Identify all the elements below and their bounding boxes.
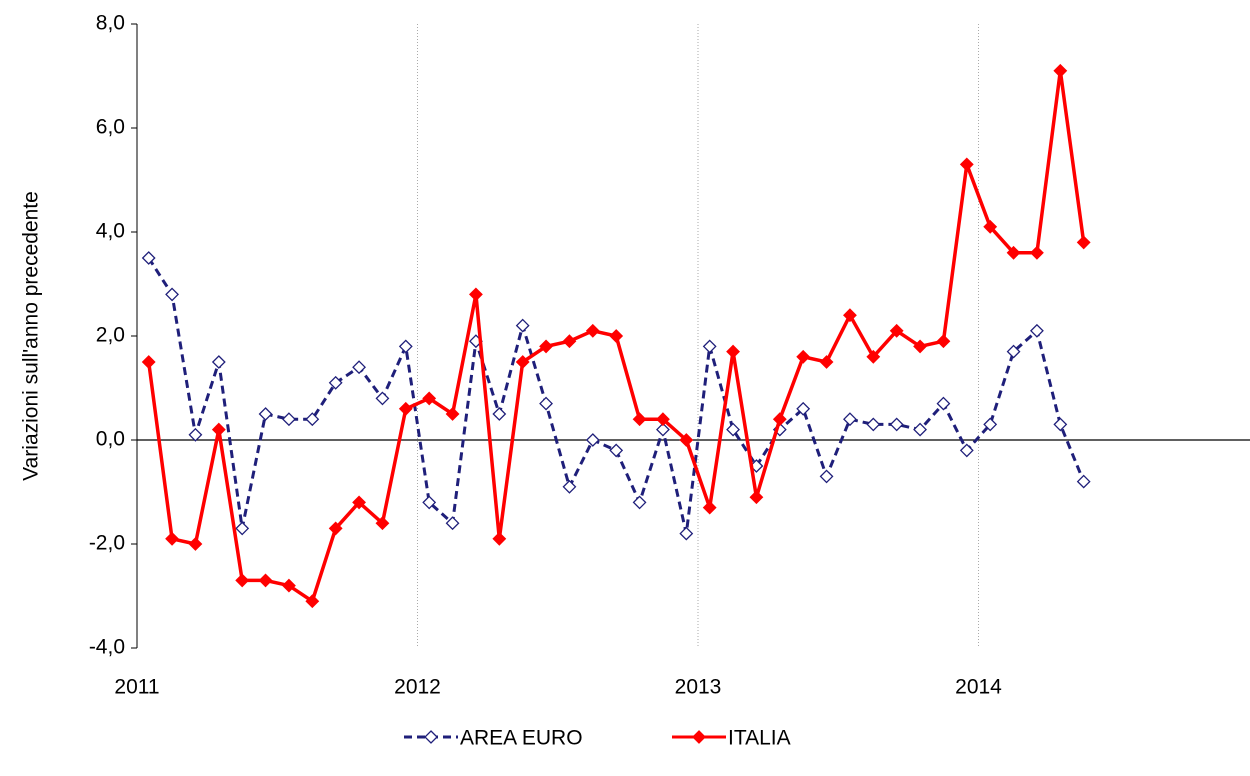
point — [656, 422, 670, 437]
x-tick-label: 2014 — [955, 676, 1002, 699]
point — [282, 578, 296, 593]
y-tick-label: 0,0 — [96, 428, 125, 451]
point — [1076, 235, 1091, 250]
point — [492, 407, 507, 421]
x-tick-label: 2013 — [675, 676, 722, 699]
point — [1006, 245, 1021, 260]
point — [165, 531, 179, 546]
point — [983, 219, 998, 234]
point — [398, 401, 413, 416]
point — [492, 531, 507, 546]
point — [469, 287, 483, 302]
y-tick-label: 8,0 — [96, 12, 125, 35]
point — [866, 349, 881, 364]
point — [141, 355, 156, 369]
point — [375, 516, 390, 531]
point — [445, 407, 460, 421]
point — [235, 521, 250, 536]
point — [539, 396, 553, 411]
point — [609, 329, 624, 343]
point — [1030, 245, 1044, 260]
point — [258, 407, 273, 421]
point — [235, 573, 250, 588]
point — [375, 391, 390, 406]
point — [889, 323, 904, 338]
point — [562, 334, 577, 349]
point — [141, 251, 156, 265]
point — [702, 500, 717, 515]
point — [515, 355, 530, 369]
point — [539, 339, 553, 354]
point — [305, 594, 320, 609]
point — [656, 412, 670, 427]
point — [258, 573, 273, 588]
point — [211, 422, 226, 437]
point — [843, 412, 857, 427]
legend-label: ITALIA — [728, 727, 791, 750]
point — [352, 360, 366, 375]
point — [632, 495, 647, 510]
point — [843, 308, 857, 323]
point — [936, 334, 951, 349]
point — [328, 521, 343, 536]
legend-marker — [424, 730, 438, 744]
point — [445, 516, 460, 531]
point — [422, 391, 437, 406]
point — [422, 495, 437, 510]
point — [913, 339, 927, 354]
point — [726, 344, 740, 359]
point — [632, 412, 647, 427]
point — [282, 412, 296, 427]
y-tick-label: -4,0 — [89, 636, 125, 659]
y-tick-label: -2,0 — [89, 532, 125, 555]
y-tick-label: 6,0 — [96, 116, 125, 139]
y-axis-label: Variazioni sull'anno precedente — [20, 191, 43, 481]
point — [772, 412, 787, 427]
x-tick-label: 2011 — [114, 676, 159, 699]
point — [959, 157, 974, 172]
point — [585, 323, 600, 338]
point — [328, 375, 343, 390]
point — [1053, 63, 1068, 78]
point — [1006, 344, 1021, 359]
point — [562, 479, 577, 494]
point — [936, 396, 951, 411]
point — [796, 349, 811, 364]
point — [188, 537, 203, 551]
point — [796, 401, 811, 416]
point — [398, 339, 413, 354]
series-line — [147, 257, 1086, 534]
point — [679, 433, 694, 447]
point — [889, 417, 904, 432]
y-tick-label: 4,0 — [96, 220, 125, 243]
point — [352, 495, 366, 510]
point — [211, 355, 226, 369]
y-tick-label: 2,0 — [96, 324, 125, 347]
point — [1053, 417, 1068, 432]
point — [165, 287, 179, 302]
x-tick-label: 2012 — [394, 676, 441, 699]
point — [679, 526, 694, 541]
point — [819, 469, 834, 484]
point — [1030, 323, 1044, 338]
point — [188, 427, 203, 442]
legend-marker — [692, 730, 706, 744]
point — [983, 417, 998, 432]
point — [959, 443, 974, 458]
point — [1076, 474, 1091, 489]
point — [726, 422, 740, 437]
point — [515, 318, 530, 333]
point — [702, 339, 717, 354]
point — [866, 417, 881, 432]
point — [749, 490, 764, 505]
legend-label: AREA EURO — [460, 727, 583, 750]
point — [305, 412, 320, 427]
point — [913, 422, 927, 437]
point — [819, 355, 834, 369]
point — [585, 433, 600, 447]
point — [609, 443, 624, 458]
